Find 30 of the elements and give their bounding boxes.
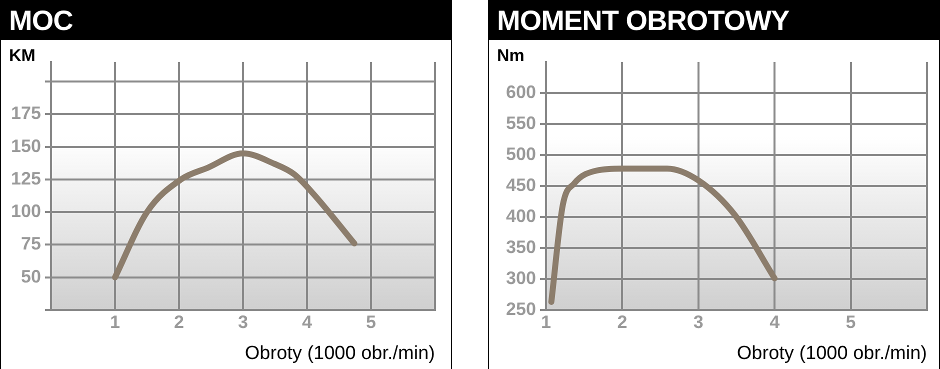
x-tick-label: 1 (110, 312, 120, 332)
y-tick-label: 450 (506, 174, 536, 195)
y-tick-label: 175 (10, 103, 41, 124)
x-tick-label: 1 (540, 312, 552, 332)
chart-title: MOC (1, 0, 451, 40)
chart-title: MOMENT OBROTOWY (489, 0, 939, 40)
y-tick-label: 350 (506, 236, 536, 257)
x-tick-label: 2 (174, 312, 184, 332)
x-tick-label: 5 (846, 312, 856, 332)
y-tick-label: 600 (506, 82, 536, 102)
x-tick-label: 3 (238, 312, 248, 332)
y-tick-label: 400 (506, 206, 536, 226)
x-axis-title: Obroty (1000 obr./min) (736, 342, 927, 364)
y-tick-label: 75 (20, 234, 41, 254)
y-tick-label: 125 (10, 168, 41, 188)
y-tick-label: 300 (506, 268, 536, 288)
y-axis-title: KM (9, 46, 36, 66)
x-tick-label: 4 (770, 312, 780, 332)
x-tick-label: 5 (366, 312, 376, 332)
y-tick-label: 100 (10, 201, 41, 222)
x-tick-label: 2 (617, 312, 628, 332)
x-tick-label: 3 (693, 312, 704, 332)
y-axis-title: Nm (497, 46, 524, 66)
y-tick-label: 250 (506, 298, 536, 319)
y-tick-label: 550 (506, 112, 536, 133)
x-tick-label: 4 (302, 312, 312, 332)
y-tick-label: 150 (10, 136, 41, 156)
y-tick-label: 50 (20, 266, 41, 286)
x-axis-title: Obroty (1000 obr./min) (244, 342, 435, 364)
y-tick-label: 500 (506, 144, 536, 164)
